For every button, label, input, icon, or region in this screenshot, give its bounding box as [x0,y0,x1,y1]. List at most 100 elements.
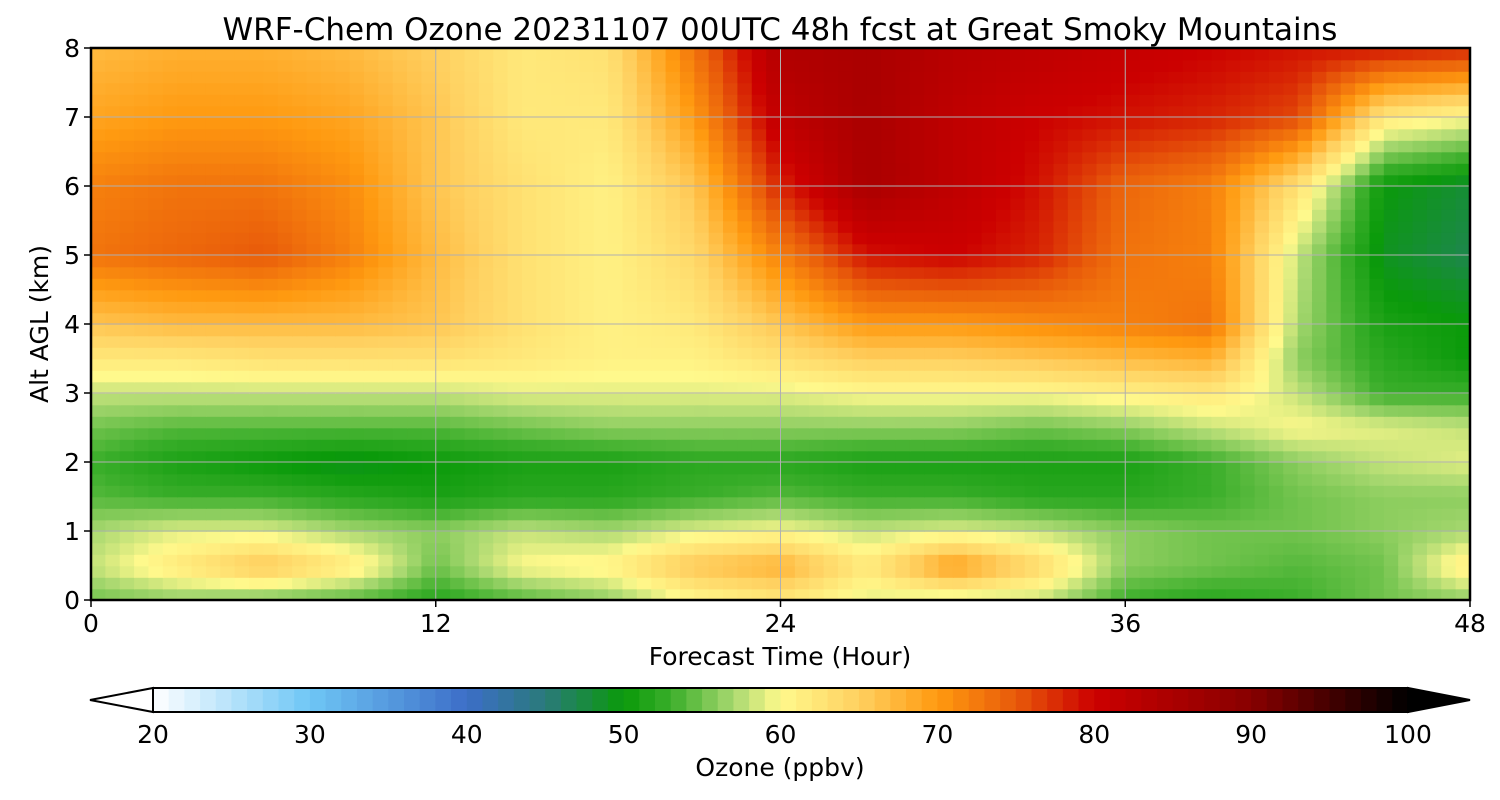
colorbar-bin [1235,688,1252,712]
heatmap-cell [91,496,107,509]
heatmap-cell [421,82,437,95]
heatmap-cell [177,588,193,601]
heatmap-cell [407,393,423,406]
heatmap-cell [435,232,451,245]
heatmap-cell [866,94,882,107]
heatmap-cell [134,565,150,578]
heatmap-cell [766,531,782,544]
heatmap-cell [1153,393,1170,406]
heatmap-cell [507,59,523,72]
heatmap-cell [593,301,609,314]
heatmap-cell [579,186,595,199]
colorbar-bin [388,688,405,712]
heatmap-cell [852,404,868,417]
heatmap-cell [866,577,882,590]
heatmap-cell [1455,485,1471,498]
heatmap-cell [565,531,581,544]
heatmap-cell [1383,48,1399,61]
heatmap-cell [636,393,653,406]
heatmap-cell [478,439,494,452]
heatmap-cell [320,163,336,176]
heatmap-cell [1082,347,1098,360]
heatmap-cell [177,151,193,164]
heatmap-cell [737,565,753,578]
heatmap-cell [1010,450,1026,463]
heatmap-cell [478,577,494,590]
heatmap-cell [148,243,164,256]
heatmap-cell [205,243,222,256]
heatmap-cell [809,324,825,337]
heatmap-cell [622,335,638,348]
heatmap-cell [220,393,236,406]
heatmap-cell [1455,312,1471,325]
heatmap-cell [737,554,753,567]
heatmap-cell [651,381,667,394]
heatmap-cell [1211,519,1227,532]
heatmap-cell [909,347,925,360]
heatmap-cell [1168,301,1184,314]
heatmap-cell [636,335,653,348]
heatmap-cell [1053,140,1069,153]
heatmap-cell [521,542,538,555]
heatmap-cell [809,358,825,371]
heatmap-cell [651,531,667,544]
heatmap-cell [1153,554,1170,567]
heatmap-cell [622,186,638,199]
heatmap-cell [837,128,854,141]
heatmap-cell [924,59,940,72]
heatmap-cell [249,393,265,406]
heatmap-cell [392,312,408,325]
heatmap-cell [349,94,365,107]
heatmap-cell [134,71,150,84]
heatmap-cell [263,128,279,141]
heatmap-cell [679,324,696,337]
heatmap-cell [938,151,954,164]
heatmap-cell [378,335,394,348]
heatmap-cell [909,278,925,291]
heatmap-cell [1153,427,1170,440]
heatmap-cell [967,347,983,360]
heatmap-cell [1383,163,1399,176]
heatmap-cell [1297,473,1313,486]
heatmap-cell [1268,289,1285,302]
heatmap-cell [866,266,882,279]
heatmap-cell [1369,301,1385,314]
heatmap-cell [1254,151,1270,164]
heatmap-cell [349,105,365,118]
heatmap-cell [1455,542,1471,555]
heatmap-cell [1211,301,1227,314]
heatmap-cell [679,427,696,440]
heatmap-cell [1369,427,1385,440]
heatmap-cell [608,71,624,84]
heatmap-cell [895,312,911,325]
heatmap-cell [981,163,997,176]
heatmap-cell [665,519,681,532]
heatmap-cell [694,232,710,245]
heatmap-cell [995,94,1012,107]
heatmap-cell [1355,347,1371,360]
heatmap-cell [1297,301,1313,314]
heatmap-cell [234,117,250,130]
heatmap-cell [608,312,624,325]
heatmap-cell [881,358,897,371]
heatmap-cell [1398,232,1414,245]
heatmap-cell [320,266,336,279]
heatmap-cell [723,94,739,107]
heatmap-cell [1340,255,1356,268]
heatmap-cell [421,59,437,72]
heatmap-cell [435,128,451,141]
heatmap-cell [837,59,854,72]
heatmap-cell [306,197,322,210]
heatmap-cell [1311,554,1328,567]
heatmap-cell [1039,82,1055,95]
heatmap-cell [723,496,739,509]
heatmap-cell [1110,324,1127,337]
heatmap-cell [751,473,767,486]
heatmap-cell [723,416,739,429]
heatmap-cell [277,565,293,578]
heatmap-cell [1311,335,1328,348]
heatmap-cell [565,508,581,521]
heatmap-cell [1110,450,1127,463]
heatmap-cell [507,519,523,532]
heatmap-cell [1441,289,1457,302]
